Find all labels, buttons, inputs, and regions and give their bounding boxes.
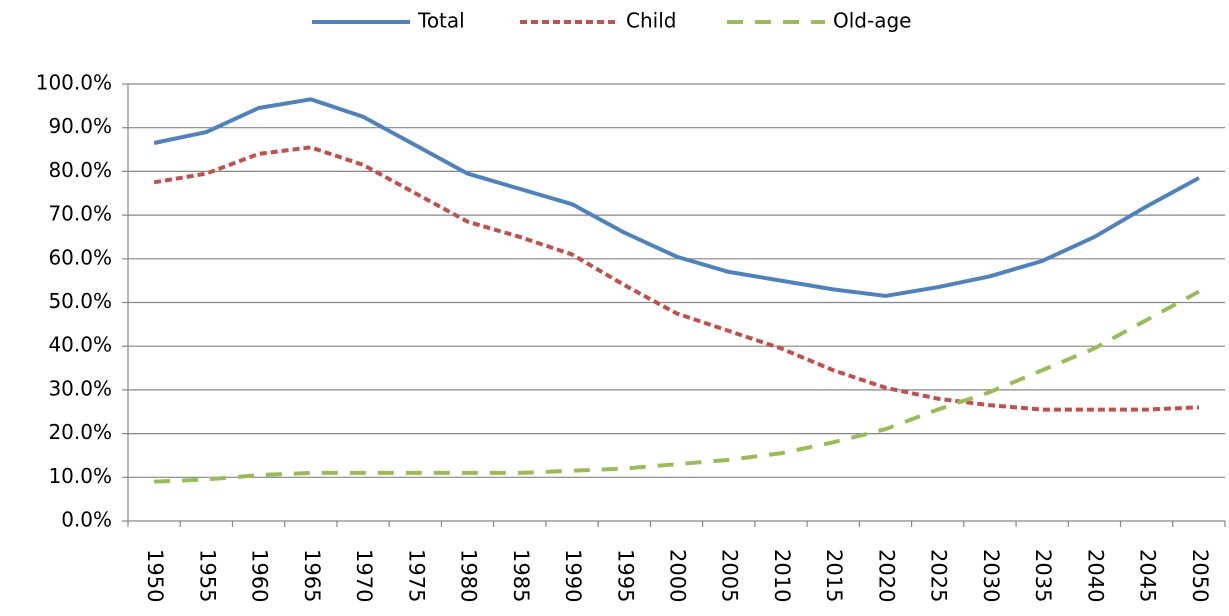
- x-tick-label: 2000: [666, 549, 690, 602]
- x-tick-label: 2025: [927, 549, 951, 602]
- y-tick-label: 40.0%: [48, 333, 112, 357]
- x-tick-label: 1990: [561, 549, 585, 602]
- legend-label: Total: [417, 9, 465, 33]
- x-tick-label: 2050: [1188, 549, 1212, 602]
- y-tick-label: 70.0%: [48, 202, 112, 226]
- x-tick-label: 1950: [143, 549, 167, 602]
- y-tick-label: 100.0%: [36, 71, 112, 95]
- x-tick-label: 2020: [874, 549, 898, 602]
- y-tick-label: 20.0%: [48, 420, 112, 444]
- x-tick-label: 1970: [352, 549, 376, 602]
- y-tick-label: 30.0%: [48, 376, 112, 400]
- x-tick-label: 1975: [404, 549, 428, 602]
- series-line: [154, 289, 1200, 484]
- x-tick-label: 2015: [822, 549, 846, 602]
- x-tick-label: 2030: [979, 549, 1003, 602]
- series-line: [153, 145, 1199, 412]
- series-line: [153, 97, 1200, 298]
- y-tick-label: 10.0%: [48, 464, 112, 488]
- y-tick-label: 80.0%: [48, 158, 112, 182]
- x-tick-label: 1980: [457, 549, 481, 602]
- legend-label: Old-age: [833, 9, 911, 33]
- x-tick-label: 2045: [1136, 549, 1160, 602]
- x-tick-label: 2010: [770, 549, 794, 602]
- y-tick-label: 50.0%: [48, 289, 112, 313]
- x-tick-label: 1955: [195, 549, 219, 602]
- x-tick-label: 1965: [300, 549, 324, 602]
- x-tick-label: 1995: [613, 549, 637, 602]
- x-tick-label: 1960: [248, 549, 272, 602]
- legend-label: Child: [626, 9, 676, 33]
- x-tick-label: 2035: [1031, 549, 1055, 602]
- y-tick-label: 0.0%: [61, 508, 112, 532]
- x-tick-label: 1985: [509, 549, 533, 602]
- y-tick-label: 90.0%: [48, 114, 112, 138]
- x-tick-label: 2005: [718, 549, 742, 602]
- x-tick-label: 2040: [1083, 549, 1107, 602]
- y-tick-label: 60.0%: [48, 245, 112, 269]
